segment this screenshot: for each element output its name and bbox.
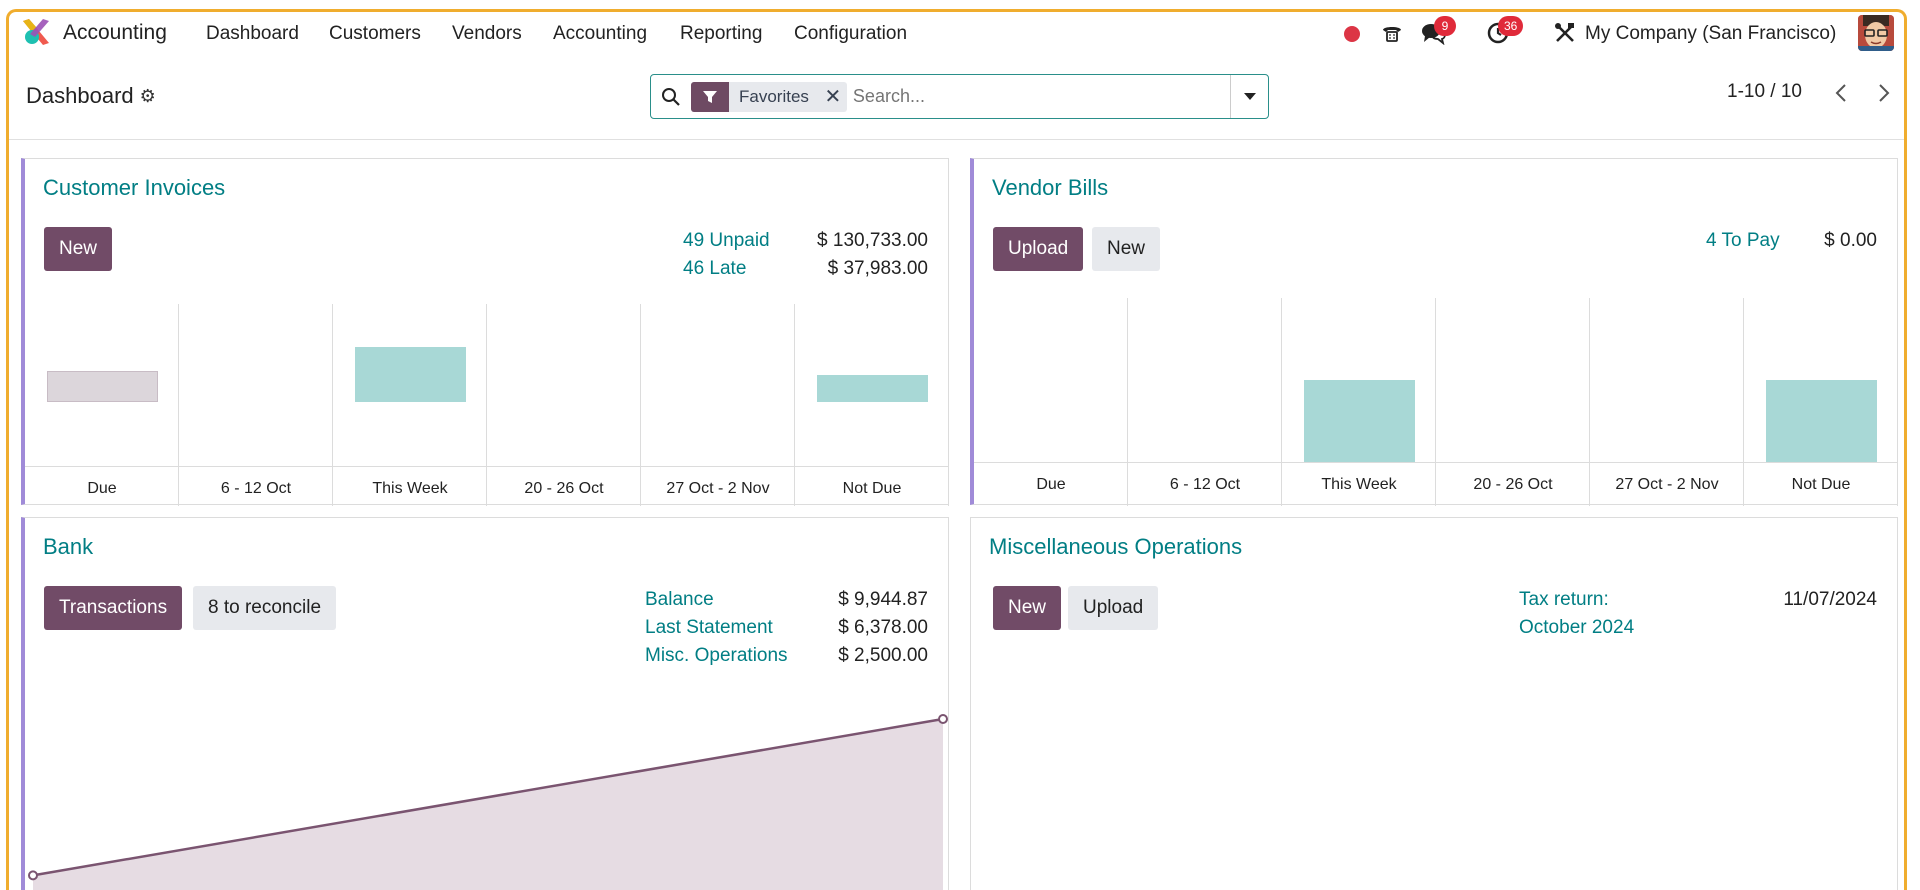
chart-column <box>25 304 179 506</box>
chart-tick-label: This Week <box>1321 476 1397 493</box>
chart-column <box>1436 298 1590 506</box>
activities-badge: 36 <box>1498 16 1524 36</box>
bank-balance-area <box>33 719 943 890</box>
bank-title[interactable]: Bank <box>43 534 94 559</box>
customer-invoices-chart[interactable]: Due 6 - 12 Oct This Week 20 - 26 Oct 27 Oct … <box>25 304 949 506</box>
chart-column <box>1744 298 1898 506</box>
pager-previous-chevron-left-icon[interactable] <box>1826 78 1856 108</box>
page-title: Dashboard <box>26 83 134 108</box>
chart-bar[interactable] <box>46 370 158 403</box>
menu-vendors[interactable]: Vendors <box>452 23 522 44</box>
chart-tick-label: Not Due <box>1791 476 1851 493</box>
control-panel: Dashboard ⚙ Favorites ✕ 1-10 / 10 <box>9 52 1904 140</box>
upload-bill-button[interactable]: Upload <box>993 227 1084 271</box>
chart-tick-label: Due <box>1036 476 1066 493</box>
messages-badge: 9 <box>1434 16 1456 36</box>
phone-icon[interactable] <box>1379 20 1405 46</box>
balance-link[interactable]: Balance <box>645 589 714 610</box>
misc-operations-link[interactable]: Misc. Operations <box>645 645 788 666</box>
search-bar: Favorites ✕ <box>650 74 1269 119</box>
search-input[interactable] <box>846 75 1230 118</box>
chart-tick-label: This Week <box>372 480 448 497</box>
menu-configuration[interactable]: Configuration <box>794 23 908 44</box>
chart-column <box>1590 298 1744 506</box>
chart-column <box>333 304 487 506</box>
chart-column <box>487 304 641 506</box>
chart-column <box>1128 298 1282 506</box>
chart-baseline <box>25 466 949 467</box>
misc-operations-card: Miscellaneous Operations New Upload Tax … <box>970 517 1898 890</box>
bank-balance-chart[interactable] <box>25 691 949 890</box>
chart-bar[interactable] <box>354 346 466 403</box>
menu-accounting[interactable]: Accounting <box>553 23 648 44</box>
search-options-chevron-down-icon[interactable] <box>1230 75 1268 118</box>
customer-invoices-title[interactable]: Customer Invoices <box>43 175 226 200</box>
tax-return-label[interactable]: Tax return: <box>1519 589 1609 610</box>
bills-to-pay-link[interactable]: 4 To Pay <box>1706 230 1780 251</box>
reconcile-button[interactable]: 8 to reconcile <box>193 586 337 630</box>
unpaid-invoices-link[interactable]: 49 Unpaid <box>683 230 770 251</box>
transactions-button[interactable]: Transactions <box>44 586 183 630</box>
late-invoices-link[interactable]: 46 Late <box>683 258 747 279</box>
last-statement-amount: $ 6,378.00 <box>838 617 928 638</box>
last-statement-link[interactable]: Last Statement <box>645 617 773 638</box>
chart-bar[interactable] <box>816 374 928 403</box>
chart-tick-label: Due <box>87 480 117 497</box>
bank-balance-point[interactable] <box>938 714 948 724</box>
chart-tick-label: 6 - 12 Oct <box>220 480 292 497</box>
misc-operations-amount: $ 2,500.00 <box>838 645 928 666</box>
tax-return-date: 11/07/2024 <box>1783 589 1877 610</box>
company-switcher[interactable]: My Company (San Francisco) <box>1585 23 1837 44</box>
tax-return-period[interactable]: October 2024 <box>1519 617 1635 638</box>
chart-column <box>795 304 949 506</box>
misc-operations-title[interactable]: Miscellaneous Operations <box>989 534 1243 559</box>
chart-tick-label: 20 - 26 Oct <box>1473 476 1553 493</box>
top-navbar: Accounting Dashboard Customers Vendors A… <box>9 12 1904 52</box>
new-misc-entry-button[interactable]: New <box>993 586 1062 630</box>
bank-balance-point[interactable] <box>28 870 38 881</box>
new-invoice-button[interactable]: New <box>44 227 113 271</box>
chart-column <box>1282 298 1436 506</box>
chart-tick-label: Not Due <box>842 480 902 497</box>
chart-column <box>179 304 333 506</box>
chart-column <box>974 298 1128 506</box>
chart-tick-label: 20 - 26 Oct <box>524 480 604 497</box>
user-avatar[interactable] <box>1858 15 1894 51</box>
upload-misc-button[interactable]: Upload <box>1068 586 1159 630</box>
chart-bar[interactable] <box>1303 380 1415 462</box>
recording-indicator-icon[interactable] <box>1344 26 1360 42</box>
customer-invoices-card: Customer Invoices New 49 Unpaid $ 130,73… <box>21 158 949 506</box>
search-icon[interactable] <box>651 87 691 107</box>
chart-bar[interactable] <box>1765 380 1877 462</box>
new-bill-button[interactable]: New <box>1092 227 1161 271</box>
late-invoices-amount: $ 37,983.00 <box>827 258 928 279</box>
filter-icon <box>691 81 729 112</box>
vendor-bills-title[interactable]: Vendor Bills <box>992 175 1109 200</box>
accounting-app-icon[interactable] <box>21 17 51 47</box>
balance-amount: $ 9,944.87 <box>838 589 928 610</box>
bank-card: Bank Transactions 8 to reconcile Balance… <box>21 517 949 890</box>
vendor-bills-chart[interactable]: Due 6 - 12 Oct This Week 20 - 26 Oct 27 Oct … <box>974 298 1898 506</box>
breadcrumb: Dashboard ⚙ <box>26 83 156 109</box>
pager-next-chevron-right-icon[interactable] <box>1869 78 1899 108</box>
unpaid-invoices-amount: $ 130,733.00 <box>817 230 928 251</box>
chart-column <box>641 304 795 506</box>
menu-reporting[interactable]: Reporting <box>680 23 763 44</box>
chart-tick-label: 27 Oct - 2 Nov <box>666 480 770 497</box>
vendor-bills-card: Vendor Bills Upload New 4 To Pay $ 0.00 … <box>970 158 1898 506</box>
pager-value[interactable]: 1-10 / 10 <box>1727 81 1802 102</box>
facet-label: Favorites <box>739 86 809 106</box>
menu-customers[interactable]: Customers <box>329 23 421 44</box>
gear-icon[interactable]: ⚙ <box>139 85 156 106</box>
bank-balance-line <box>32 717 944 877</box>
chart-tick-label: 27 Oct - 2 Nov <box>1615 476 1719 493</box>
menu-dashboard[interactable]: Dashboard <box>206 23 299 44</box>
favorites-facet: Favorites ✕ <box>691 81 847 112</box>
bills-to-pay-amount: $ 0.00 <box>1824 230 1877 251</box>
tools-icon[interactable] <box>1552 20 1578 46</box>
chart-tick-label: 6 - 12 Oct <box>1169 476 1241 493</box>
remove-facet-close-icon[interactable]: ✕ <box>824 86 842 108</box>
app-name[interactable]: Accounting <box>63 21 167 44</box>
chart-baseline <box>974 462 1898 463</box>
